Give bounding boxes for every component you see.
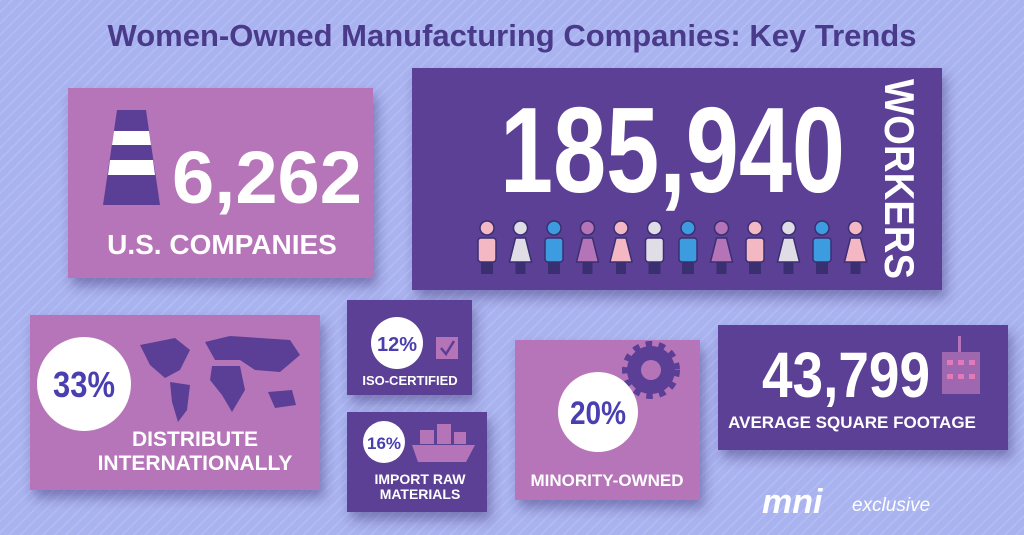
person-body — [678, 237, 698, 263]
cone-stripe — [112, 131, 151, 145]
window — [969, 360, 975, 365]
badge — [363, 421, 405, 463]
companies-card: 6,262 U.S. COMPANIES — [68, 88, 373, 278]
logo-brand: mni — [762, 483, 824, 521]
continent — [170, 382, 190, 422]
window — [947, 374, 953, 379]
checkbox — [436, 337, 458, 359]
person-head — [713, 220, 730, 236]
person-body — [709, 237, 734, 263]
person-body — [843, 237, 868, 263]
person-body — [776, 237, 801, 263]
footage-label: AVERAGE SQUARE FOOTAGE — [728, 413, 976, 432]
person-head — [579, 220, 596, 236]
logo: mni exclusive — [762, 483, 930, 521]
person-head — [646, 220, 663, 236]
workers-card: 185,940 WORKERS — [412, 68, 942, 290]
person-body — [644, 237, 665, 263]
workers-value: 185,940 — [500, 82, 845, 218]
person-head — [512, 220, 529, 236]
import-card: 16% IMPORT RAW MATERIALS — [347, 412, 487, 512]
international-label: INTERNATIONALLY — [98, 452, 293, 475]
minority-card: 20% MINORITY-OWNED — [515, 340, 700, 500]
person-legs — [648, 262, 661, 274]
footage-card: 43,799 AVERAGE SQUARE FOOTAGE — [718, 325, 1008, 450]
person-body — [609, 237, 633, 263]
person-legs — [850, 262, 861, 274]
person-head — [546, 220, 562, 236]
iso-label: ISO-CERTIFIED — [362, 373, 457, 388]
person-legs — [816, 262, 828, 274]
window — [958, 374, 964, 379]
companies-label: U.S. COMPANIES — [107, 229, 337, 260]
person-head — [780, 220, 797, 236]
checkmark — [440, 340, 456, 357]
building — [942, 352, 980, 394]
minority-label: MINORITY-OWNED — [531, 471, 684, 490]
person-legs — [783, 262, 794, 274]
badge — [371, 317, 423, 369]
workers-label: WORKERS — [876, 79, 923, 279]
hull — [412, 445, 475, 462]
cone-icon — [103, 110, 160, 205]
international-value: 33% — [53, 364, 115, 405]
gear-hole — [641, 360, 661, 380]
person-head — [680, 220, 696, 236]
gear-icon — [622, 341, 680, 399]
person-head — [613, 220, 629, 236]
container — [437, 424, 451, 444]
person-body — [508, 237, 533, 263]
person-body — [477, 237, 497, 263]
person-head — [847, 220, 864, 236]
person-body — [575, 237, 600, 263]
people-icons — [477, 220, 868, 274]
ship-icon — [412, 424, 475, 462]
continent — [210, 366, 245, 412]
person-body — [812, 237, 832, 263]
badge — [37, 337, 131, 431]
person-head — [479, 220, 495, 236]
international-card: 33% DISTRIBUTE INTERNATIONALLY — [30, 315, 320, 490]
person-head — [814, 220, 830, 236]
person-legs — [682, 262, 694, 274]
windows — [947, 360, 975, 379]
continent — [205, 336, 300, 372]
window — [969, 374, 975, 379]
iso-card: 12% ISO-CERTIFIED — [347, 300, 472, 395]
continent — [268, 390, 296, 408]
badge — [558, 372, 638, 452]
person-legs — [515, 262, 526, 274]
antenna — [958, 336, 961, 352]
container — [420, 430, 434, 444]
logo-tag: exclusive — [852, 495, 930, 516]
person-legs — [749, 262, 761, 274]
cone-stripe — [108, 160, 155, 175]
companies-value: 6,262 — [172, 136, 362, 219]
window — [947, 360, 953, 365]
footage-value: 43,799 — [762, 339, 930, 411]
person-legs — [616, 262, 626, 274]
person-body — [745, 237, 765, 263]
import-label: MATERIALS — [380, 486, 461, 502]
import-label: IMPORT RAW — [375, 471, 467, 487]
person-legs — [481, 262, 493, 274]
person-body — [544, 237, 564, 263]
world-map — [140, 336, 300, 422]
title: Women-Owned Manufacturing Companies: Key… — [108, 18, 917, 53]
person-legs — [716, 262, 727, 274]
iso-value: 12% — [377, 334, 417, 356]
container — [454, 432, 466, 444]
building-icon — [942, 336, 980, 394]
import-value: 16% — [367, 434, 401, 453]
continent — [140, 338, 190, 378]
minority-value: 20% — [570, 395, 626, 431]
person-legs — [582, 262, 593, 274]
person-legs — [548, 262, 560, 274]
international-label: DISTRIBUTE — [132, 428, 258, 451]
person-head — [747, 220, 763, 236]
window — [958, 360, 964, 365]
